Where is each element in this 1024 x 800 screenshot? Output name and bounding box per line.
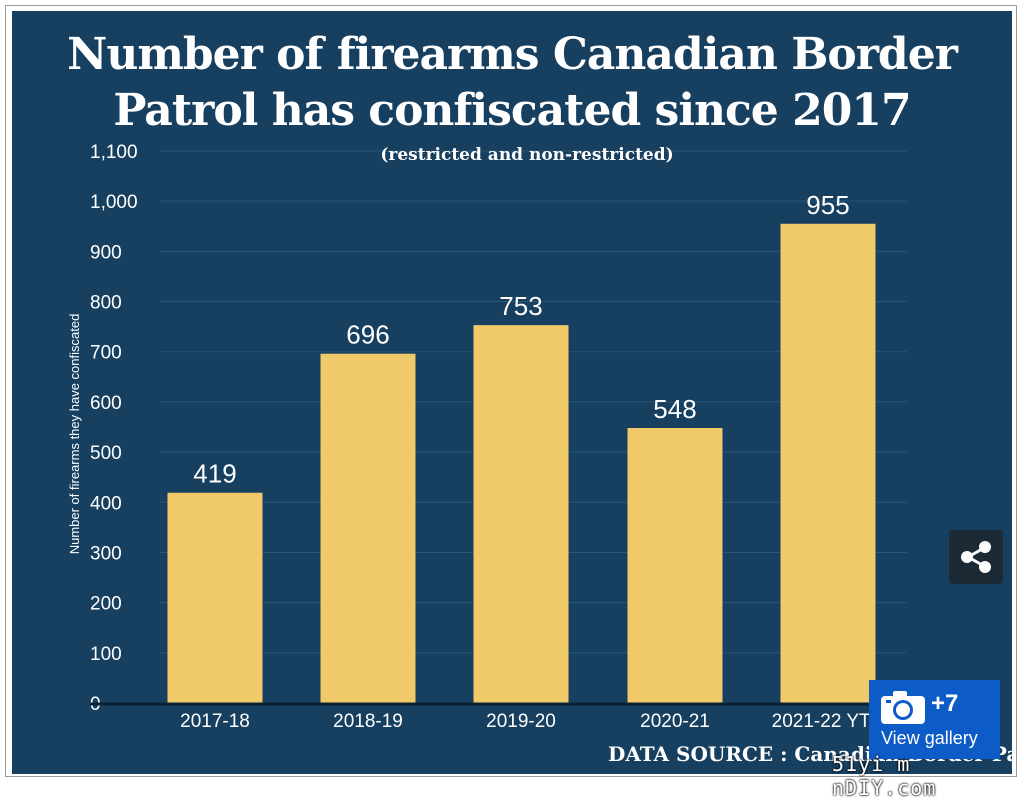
y-tick-label: 200 bbox=[90, 594, 122, 615]
share-icon bbox=[961, 541, 991, 573]
y-tick-label: 400 bbox=[90, 493, 122, 514]
data-label: 696 bbox=[346, 320, 389, 350]
bar bbox=[167, 492, 263, 703]
bar-chart: 01002003004005006007008009001,0001,100(r… bbox=[67, 142, 1012, 766]
camera-icon bbox=[881, 691, 925, 724]
bar bbox=[627, 428, 723, 703]
x-tick-label: 2019-20 bbox=[486, 711, 556, 732]
x-tick-label: 2021-22 YTD bbox=[772, 711, 885, 732]
y-tick-label: 800 bbox=[90, 293, 122, 314]
y-tick-label: 600 bbox=[90, 393, 122, 414]
chart-panel: Number of firearms Canadian Border Patro… bbox=[12, 11, 1012, 774]
y-tick-label: 1,100 bbox=[90, 142, 138, 163]
bar bbox=[473, 325, 569, 703]
y-tick-label: 900 bbox=[90, 242, 122, 263]
view-gallery-button[interactable]: +7 View gallery bbox=[869, 680, 1000, 759]
chart-title: Number of firearms Canadian Border Patro… bbox=[67, 29, 958, 136]
share-button[interactable] bbox=[949, 530, 1003, 584]
x-tick-label: 2017-18 bbox=[180, 711, 250, 732]
gallery-label: View gallery bbox=[881, 728, 978, 748]
x-tick-label: 2020-21 bbox=[640, 711, 710, 732]
y-tick-label: 700 bbox=[90, 343, 122, 364]
y-tick-label: 500 bbox=[90, 443, 122, 464]
bar bbox=[320, 353, 416, 703]
watermark: 51yi m nDIY.com bbox=[832, 752, 937, 800]
gallery-count: +7 bbox=[931, 690, 959, 717]
data-label: 753 bbox=[499, 291, 542, 321]
y-tick-label: 300 bbox=[90, 543, 122, 564]
data-label: 955 bbox=[806, 190, 849, 220]
chart-subtitle: (restricted and non-restricted) bbox=[380, 145, 673, 165]
y-tick-label: 1,000 bbox=[90, 192, 138, 213]
y-tick-label: 100 bbox=[90, 644, 122, 665]
x-tick-label: 2018-19 bbox=[333, 711, 403, 732]
data-label: 548 bbox=[653, 394, 696, 424]
bar bbox=[780, 223, 876, 703]
data-label: 419 bbox=[193, 459, 236, 489]
y-axis-label: Number of firearms they have confiscated bbox=[67, 314, 82, 555]
